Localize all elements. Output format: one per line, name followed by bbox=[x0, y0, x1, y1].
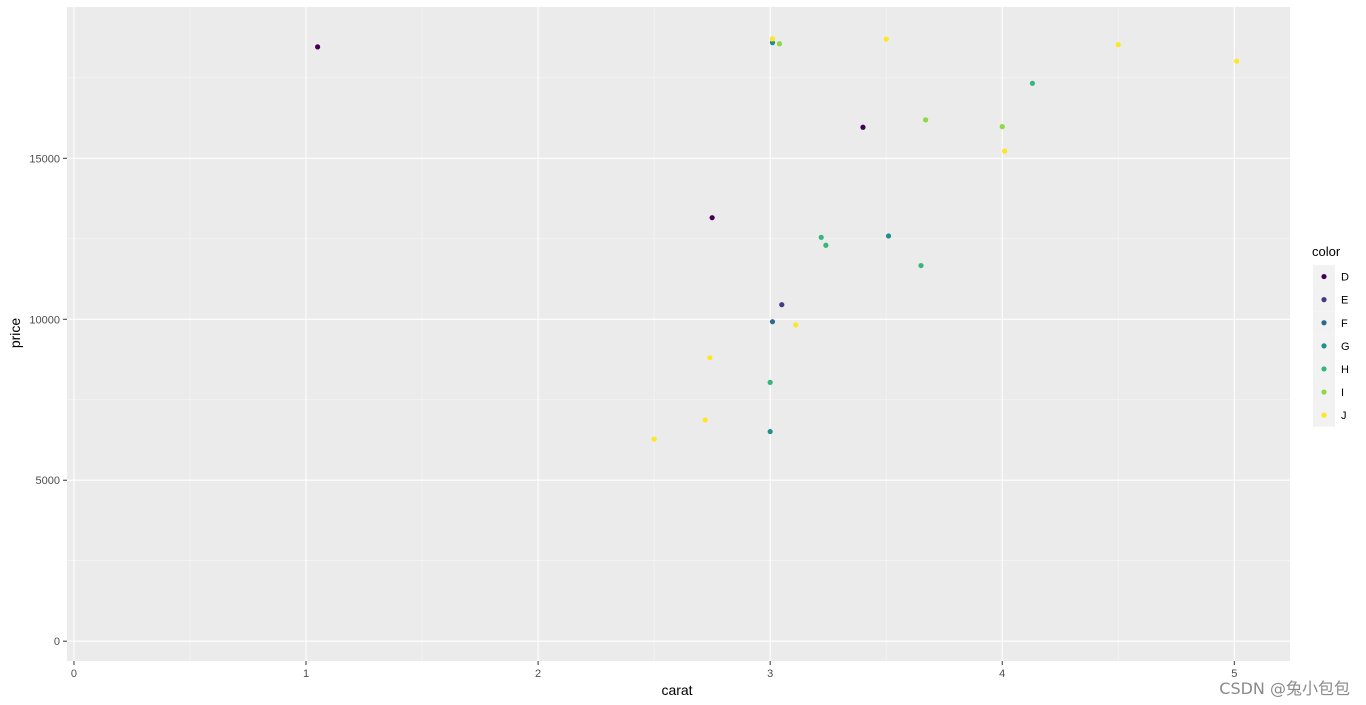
data-point-J bbox=[1115, 42, 1121, 48]
data-point-J bbox=[702, 417, 708, 423]
y-axis-title: price bbox=[7, 318, 23, 349]
data-point-G bbox=[769, 40, 776, 46]
y-tick-label: 15000 bbox=[29, 153, 60, 165]
data-point-J bbox=[1001, 148, 1008, 154]
y-tick-label: 0 bbox=[54, 636, 60, 648]
legend-key-J bbox=[1321, 412, 1327, 418]
y-axis-ticks: 0 5000 10000 15000 bbox=[29, 153, 67, 648]
data-point-D bbox=[709, 215, 715, 221]
data-points bbox=[315, 36, 1240, 442]
data-point-F bbox=[769, 319, 776, 325]
legend-label-G: G bbox=[1341, 341, 1350, 353]
data-point-I bbox=[923, 117, 929, 123]
legend-key-E bbox=[1321, 297, 1327, 303]
major-gridlines bbox=[67, 7, 1290, 661]
legend-label-H: H bbox=[1341, 364, 1349, 376]
data-point-H bbox=[823, 242, 829, 248]
y-tick-label: 5000 bbox=[36, 475, 60, 487]
legend-key-F bbox=[1321, 320, 1327, 326]
legend-label-F: F bbox=[1341, 318, 1348, 330]
legend-key-I bbox=[1321, 389, 1327, 395]
data-point-J bbox=[651, 436, 657, 442]
data-point-J bbox=[769, 36, 776, 42]
data-point-J bbox=[1234, 58, 1240, 64]
data-point-G bbox=[885, 233, 892, 239]
data-point-I bbox=[776, 41, 783, 47]
legend-label-J: J bbox=[1341, 410, 1347, 422]
minor-gridlines bbox=[67, 7, 1290, 661]
y-tick-label: 10000 bbox=[29, 314, 60, 326]
x-tick-label: 5 bbox=[1231, 668, 1237, 680]
legend-title: color bbox=[1312, 244, 1341, 259]
data-point-H bbox=[1029, 80, 1036, 86]
x-tick-label: 2 bbox=[535, 668, 541, 680]
legend-label-I: I bbox=[1341, 387, 1344, 399]
legend-label-E: E bbox=[1341, 295, 1348, 307]
plot-panel bbox=[67, 7, 1290, 661]
data-point-J bbox=[883, 36, 889, 42]
x-tick-label: 1 bbox=[303, 668, 309, 680]
data-point-H bbox=[767, 379, 773, 385]
legend-label-D: D bbox=[1341, 272, 1349, 284]
data-point-J bbox=[793, 322, 799, 328]
data-point-J bbox=[707, 355, 713, 361]
data-point-E bbox=[779, 302, 785, 308]
x-axis-ticks: 0 1 2 3 4 5 bbox=[71, 661, 1237, 680]
legend-key-D bbox=[1321, 273, 1327, 280]
data-point-H bbox=[918, 262, 924, 269]
legend-key-H bbox=[1321, 366, 1327, 372]
watermark: CSDN @兔小包包 bbox=[1219, 679, 1350, 698]
x-tick-label: 0 bbox=[71, 668, 77, 680]
data-point-I bbox=[999, 124, 1005, 130]
x-tick-label: 4 bbox=[999, 668, 1005, 680]
x-axis-title: carat bbox=[661, 682, 692, 698]
data-point-G bbox=[767, 428, 773, 435]
data-point-D bbox=[315, 44, 321, 50]
legend-key-G bbox=[1321, 343, 1327, 349]
x-tick-label: 3 bbox=[767, 668, 773, 680]
data-point-H bbox=[818, 234, 824, 240]
data-point-D bbox=[860, 124, 866, 130]
